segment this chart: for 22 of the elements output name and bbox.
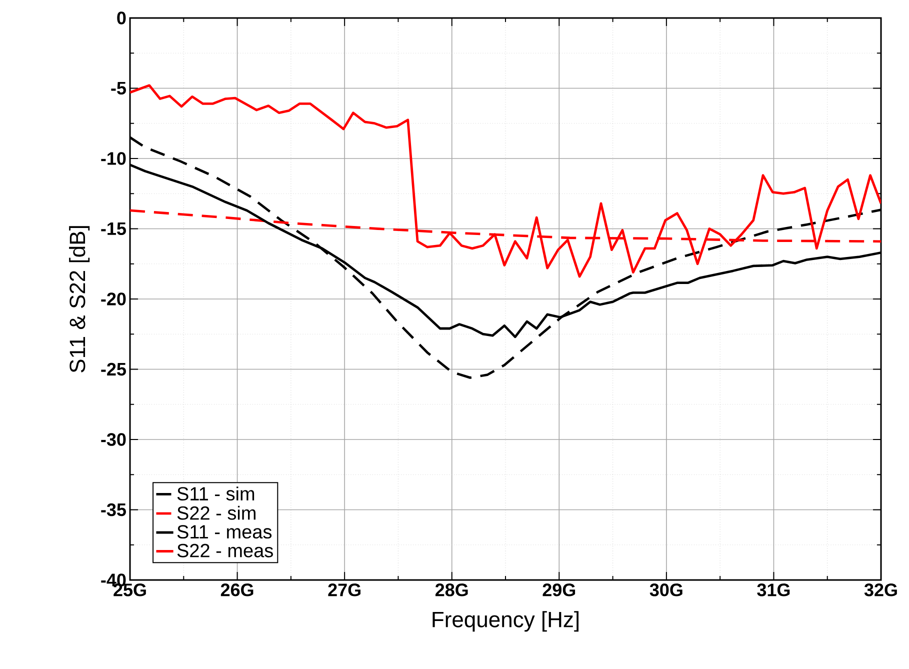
y-tick-label: 0 — [117, 12, 126, 24]
x-tick-label: 27G — [328, 584, 360, 596]
y-tick-label: -10 — [101, 152, 126, 165]
x-tick-label: 28G — [435, 584, 468, 596]
x-tick-label: 32G — [864, 584, 897, 596]
y-tick-label: -20 — [101, 292, 126, 306]
line-series — [130, 84, 882, 278]
y-axis-title: S11 & S22 [dB] — [69, 226, 90, 372]
x-tick-label: 26G — [220, 584, 254, 596]
y-tick-label: -5 — [111, 82, 126, 95]
y-tick-label: -35 — [101, 503, 126, 516]
y-tick-label: -30 — [101, 433, 126, 446]
x-tick-label: 30G — [650, 584, 682, 596]
y-tick-label: -25 — [101, 362, 126, 376]
y-tick-label: -15 — [101, 222, 126, 236]
legend-label: S22 - sim — [177, 506, 256, 520]
legend-label: S22 - meas — [177, 544, 273, 558]
legend-label: S11 - meas — [177, 525, 272, 539]
x-axis-title: Frequency [Hz] — [432, 611, 578, 632]
x-tick-label: 29G — [542, 584, 576, 596]
x-tick-label: 31G — [757, 584, 790, 596]
legend-label: S11 - sim — [177, 486, 254, 501]
